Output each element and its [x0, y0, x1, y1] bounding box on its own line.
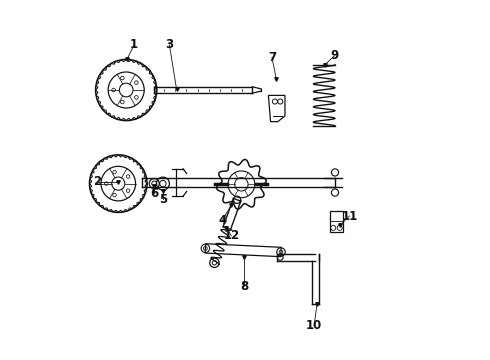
Text: 11: 11: [341, 210, 358, 222]
Text: 6: 6: [150, 187, 158, 200]
Bar: [330, 211, 343, 232]
Text: 10: 10: [306, 319, 322, 332]
Text: 4: 4: [218, 214, 226, 227]
Text: 7: 7: [268, 51, 276, 64]
Text: 1: 1: [130, 39, 138, 51]
Text: 5: 5: [159, 193, 167, 206]
Text: 2: 2: [93, 175, 101, 188]
Text: 9: 9: [330, 49, 339, 62]
Text: 12: 12: [223, 229, 240, 242]
Text: 3: 3: [165, 39, 173, 51]
Text: 8: 8: [240, 280, 248, 293]
